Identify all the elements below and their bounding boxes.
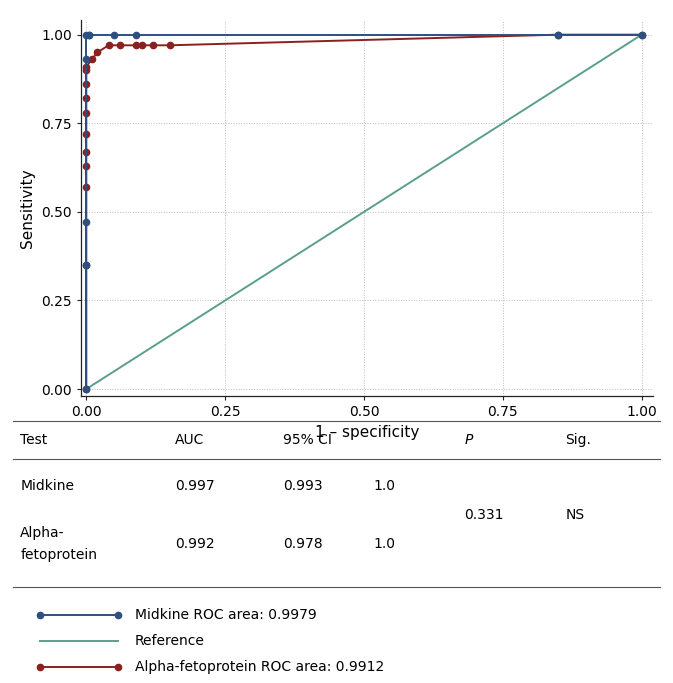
- Text: 0.992: 0.992: [175, 537, 215, 550]
- Text: Midkine ROC area: 0.9979: Midkine ROC area: 0.9979: [135, 608, 316, 622]
- Text: 1.0: 1.0: [374, 537, 396, 550]
- Text: 0.997: 0.997: [175, 479, 215, 493]
- Text: Midkine: Midkine: [20, 479, 74, 493]
- Text: 0.993: 0.993: [283, 479, 322, 493]
- Text: 1.0: 1.0: [374, 479, 396, 493]
- Text: Alpha-fetoprotein ROC area: 0.9912: Alpha-fetoprotein ROC area: 0.9912: [135, 660, 384, 673]
- Text: 0.331: 0.331: [464, 508, 504, 522]
- Y-axis label: Sensitivity: Sensitivity: [20, 169, 36, 248]
- Text: P: P: [464, 433, 472, 447]
- X-axis label: 1 – specificity: 1 – specificity: [314, 425, 419, 440]
- Text: NS: NS: [565, 508, 584, 522]
- Text: Reference: Reference: [135, 634, 205, 647]
- Text: fetoprotein: fetoprotein: [20, 548, 97, 561]
- Text: Test: Test: [20, 433, 47, 447]
- Text: Sig.: Sig.: [565, 433, 591, 447]
- Text: 0.978: 0.978: [283, 537, 322, 550]
- Text: AUC: AUC: [175, 433, 205, 447]
- Text: 95% CI: 95% CI: [283, 433, 332, 447]
- Text: Alpha-: Alpha-: [20, 526, 65, 540]
